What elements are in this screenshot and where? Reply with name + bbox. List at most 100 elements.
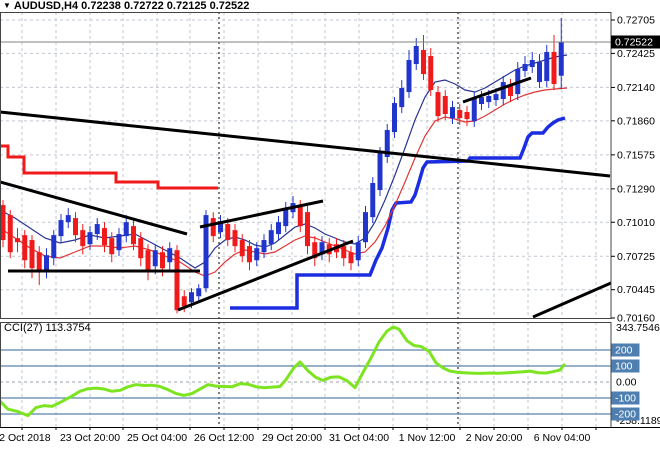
current-price-badge — [611, 35, 660, 49]
axis-label: 29 Oct 20:00 — [262, 432, 322, 444]
candle — [0, 200, 6, 248]
candle — [138, 232, 144, 267]
trendline-flag-upper-right[interactable] — [462, 76, 532, 104]
slow-ma-line[interactable] — [0, 87, 568, 277]
axis-label: 0.71860 — [617, 115, 655, 127]
candle — [232, 224, 238, 253]
trendline-wedge-lower[interactable] — [177, 239, 354, 312]
cci-plot-border — [0, 322, 612, 428]
chart-title-bar: ▼ AUDUSD,H4 0.72238 0.72722 0.72125 0.725… — [3, 0, 249, 12]
candle — [94, 218, 100, 241]
candle — [116, 228, 122, 257]
cci-line[interactable] — [0, 325, 567, 418]
axis-label: -200 — [615, 409, 636, 421]
candle — [261, 234, 267, 259]
trendline-ascending-bottom-right[interactable] — [532, 281, 611, 319]
candle — [239, 234, 245, 263]
candle — [22, 230, 28, 269]
candle — [145, 244, 151, 281]
axis-label: 2 Nov 20:00 — [466, 432, 523, 444]
candle — [254, 242, 260, 267]
candle — [319, 236, 325, 261]
candle — [58, 214, 64, 243]
candle — [196, 284, 202, 303]
candle — [442, 90, 448, 120]
candle — [36, 246, 42, 286]
candle — [428, 48, 434, 97]
candle — [384, 124, 390, 163]
candle — [529, 51, 535, 73]
candle — [413, 38, 419, 70]
main-plot — [0, 12, 611, 319]
candle — [348, 246, 354, 271]
axis-label: 100 — [615, 361, 633, 373]
axis-label: 0.72140 — [617, 82, 655, 94]
upper-band-line[interactable] — [0, 144, 218, 190]
candle — [544, 44, 550, 88]
axis-label: 200 — [615, 345, 633, 357]
candle — [450, 101, 455, 125]
main-plot-border — [0, 12, 612, 319]
axis-label: 1 Nov 12:00 — [399, 432, 456, 444]
cci-indicator-label: CCI(27) 113.3754 — [4, 322, 91, 334]
candle — [123, 215, 129, 243]
candle — [7, 210, 13, 259]
trendline-descending-steep-left[interactable] — [0, 180, 188, 236]
candle — [247, 240, 252, 271]
candle — [355, 236, 361, 267]
symbol-dropdown-icon[interactable]: ▼ — [3, 1, 11, 10]
candle — [218, 215, 223, 239]
cci-level-badge — [611, 407, 640, 421]
axis-label: 0.71575 — [617, 149, 655, 161]
axis-label: 0.70445 — [617, 284, 655, 296]
candle — [537, 54, 542, 89]
candle — [268, 224, 274, 251]
axis-label: 0.00 — [616, 377, 637, 389]
candle — [464, 106, 470, 127]
axis-label: 343.7546 — [616, 322, 660, 334]
candle — [15, 228, 20, 253]
axis-label: 25 Oct 04:00 — [127, 432, 187, 444]
candle — [131, 220, 136, 251]
candle — [558, 17, 564, 90]
axis-label: -100 — [615, 393, 636, 405]
cci-level-badge — [611, 359, 640, 373]
candle — [102, 222, 107, 253]
candle — [522, 56, 528, 78]
candle — [392, 97, 397, 139]
candle — [370, 177, 376, 224]
candle — [406, 49, 412, 99]
candle — [500, 75, 506, 106]
candle — [363, 206, 368, 249]
candle — [65, 208, 71, 229]
lower-band-line[interactable] — [230, 116, 566, 310]
candle — [225, 218, 231, 247]
axis-label: 0.72522 — [615, 37, 653, 49]
candle — [508, 78, 513, 103]
candle — [73, 212, 78, 243]
candle — [283, 201, 289, 233]
candle — [377, 146, 383, 197]
cci-plot — [0, 322, 611, 427]
candle — [305, 206, 310, 255]
candle — [457, 104, 463, 126]
candle — [44, 248, 49, 279]
trendline-wedge-upper[interactable] — [199, 199, 324, 229]
chart-title: AUDUSD,H4 0.72238 0.72722 0.72125 0.7252… — [13, 0, 250, 12]
axis-label: 0.72705 — [617, 15, 655, 27]
candle — [312, 236, 318, 267]
candle — [551, 35, 557, 91]
candle — [152, 244, 158, 275]
axis-label: 6 Nov 04:00 — [534, 432, 591, 444]
axis-label: 26 Oct 12:00 — [194, 432, 254, 444]
axis-label: 0.70160 — [617, 313, 655, 325]
axis-label: 31 Oct 04:00 — [329, 432, 389, 444]
cci-level-badge — [611, 391, 640, 405]
axis-label: 22 Oct 2018 — [0, 432, 51, 444]
candle — [399, 80, 405, 114]
candle — [203, 210, 209, 293]
candle — [276, 216, 281, 241]
trendline-descending-resistance-long[interactable] — [0, 110, 611, 178]
axis-label: 0.70725 — [617, 251, 655, 263]
